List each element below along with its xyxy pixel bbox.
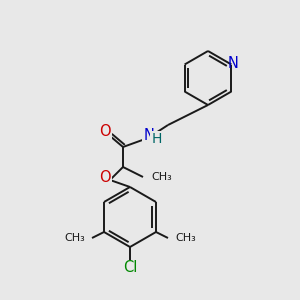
Text: CH₃: CH₃ bbox=[64, 233, 85, 243]
Text: CH₃: CH₃ bbox=[151, 172, 172, 182]
Text: O: O bbox=[99, 124, 111, 139]
Text: Cl: Cl bbox=[123, 260, 137, 274]
Text: N: N bbox=[144, 128, 154, 143]
Text: H: H bbox=[152, 132, 162, 146]
Text: N: N bbox=[228, 56, 239, 71]
Text: O: O bbox=[99, 170, 111, 185]
Text: CH₃: CH₃ bbox=[175, 233, 196, 243]
